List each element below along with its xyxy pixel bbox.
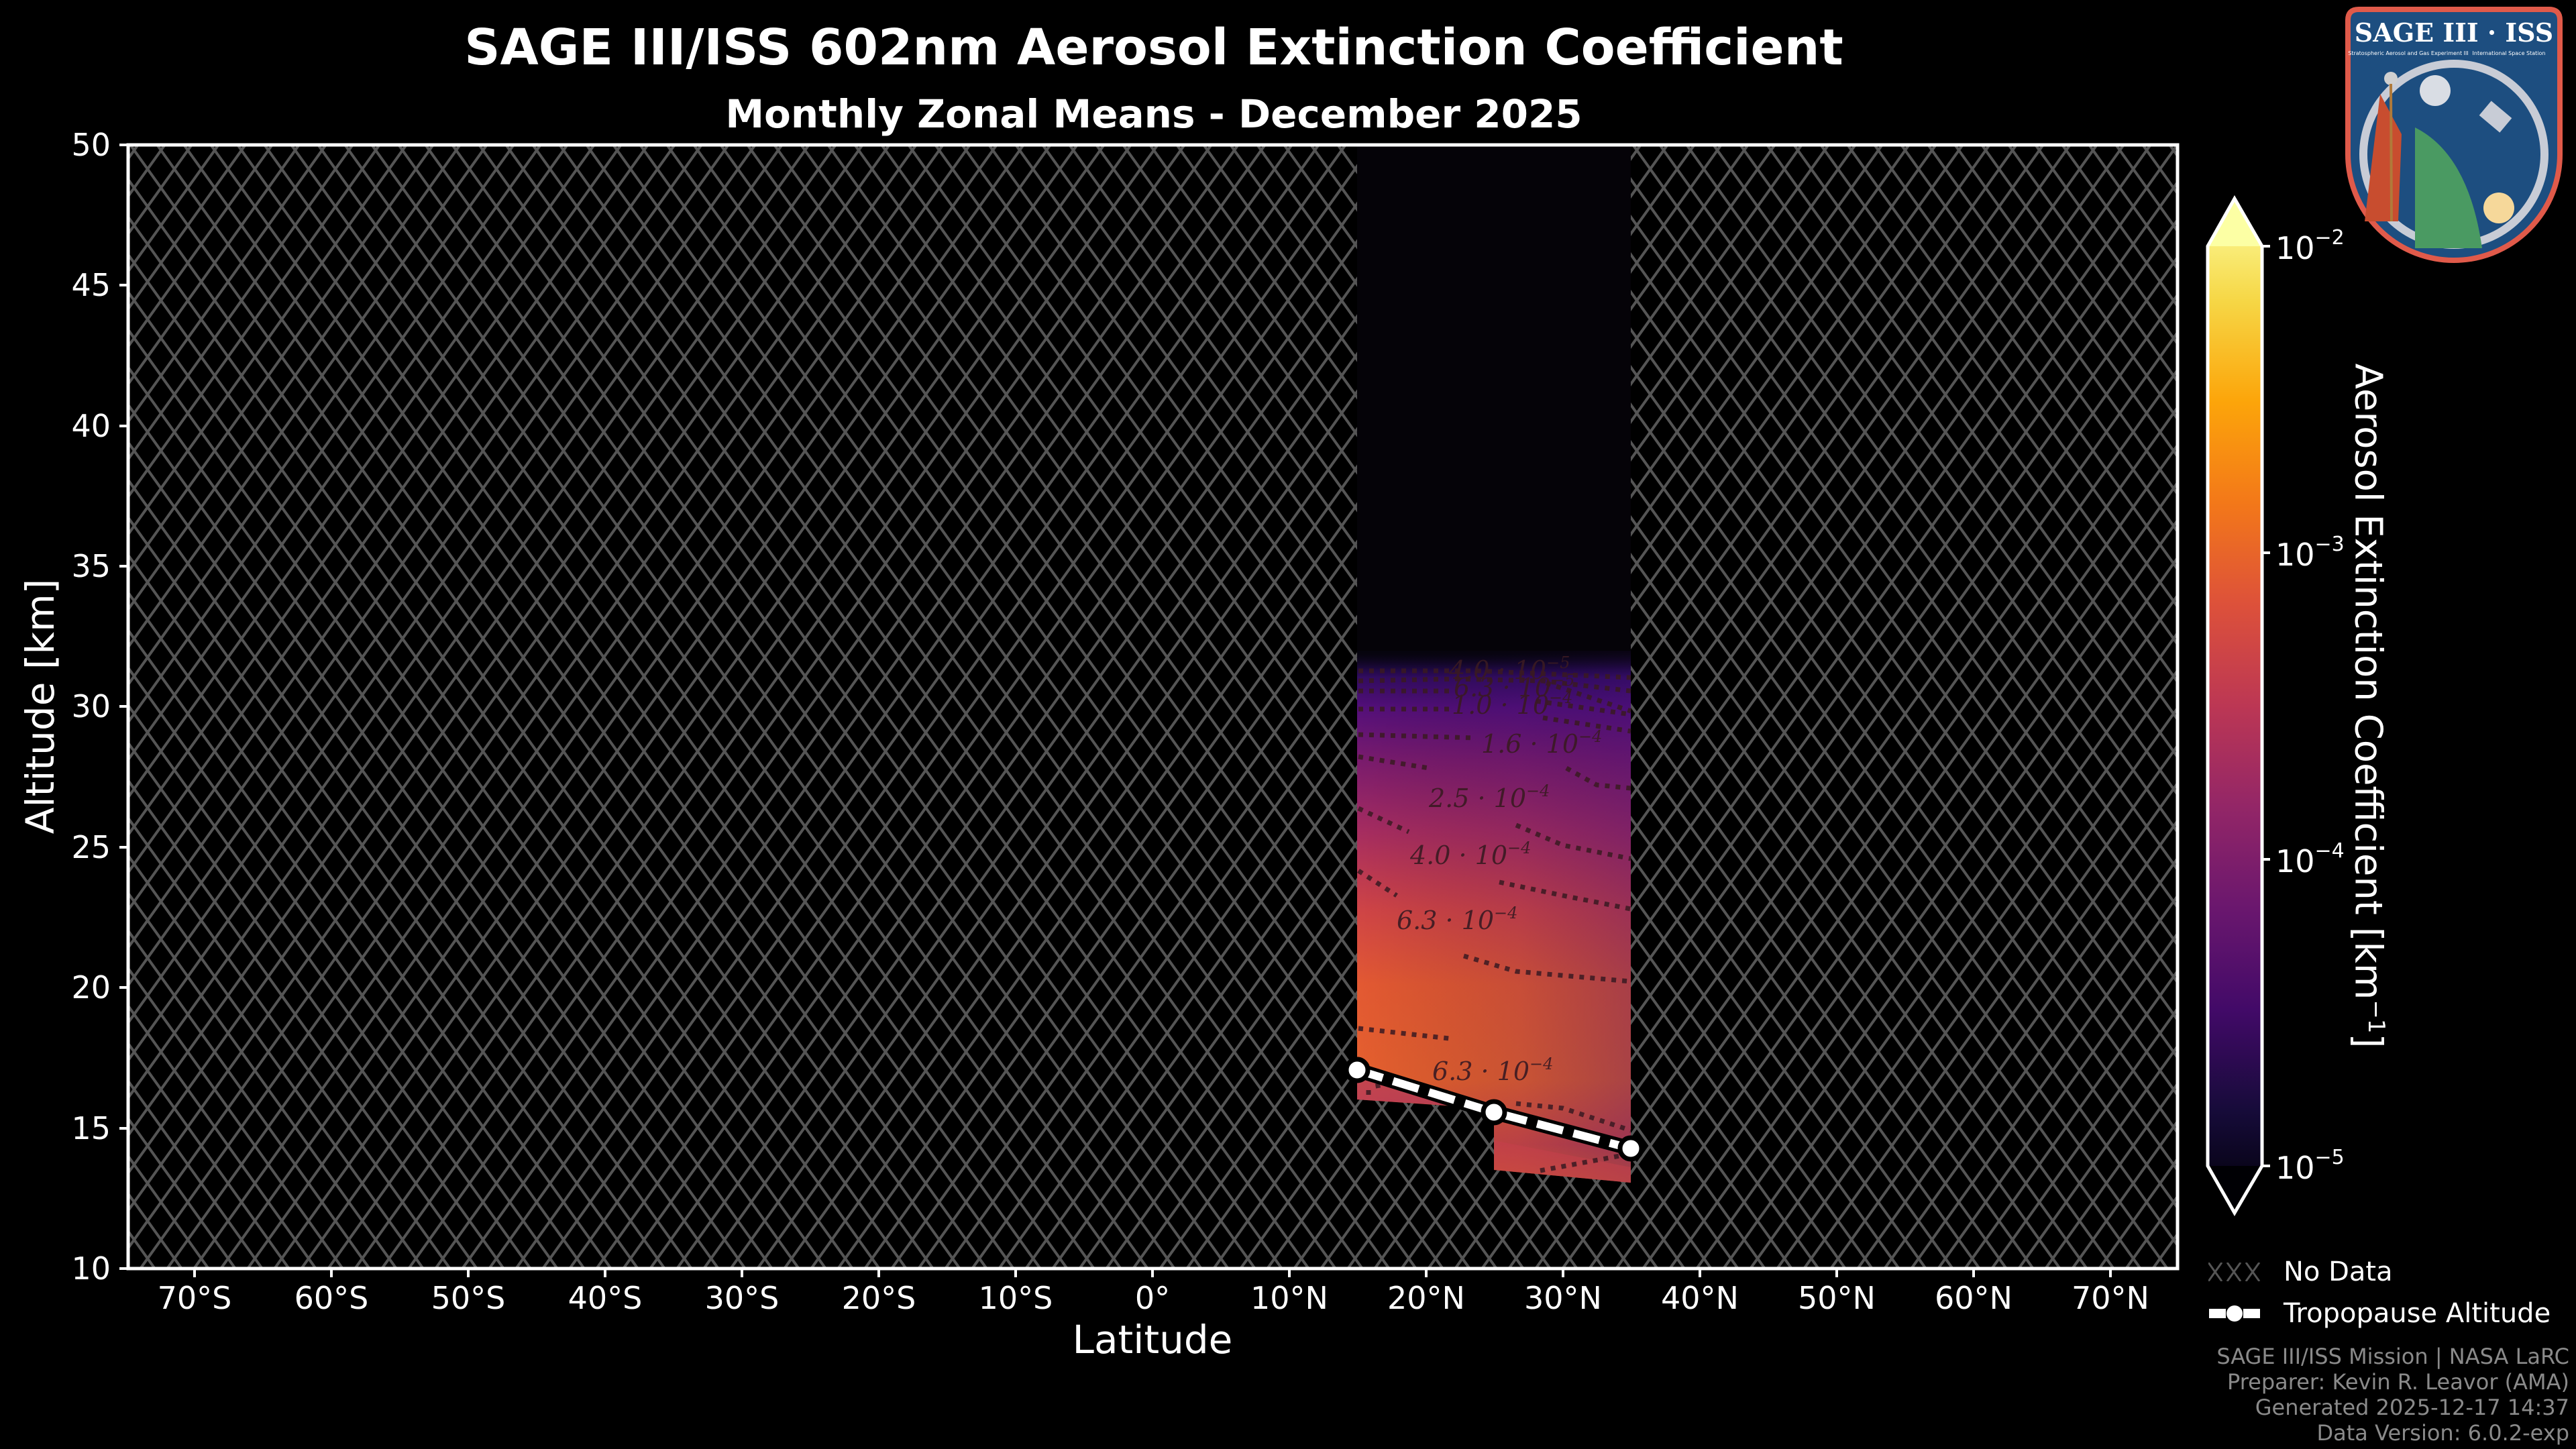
- x-tick-label: 40°N: [1661, 1280, 1739, 1316]
- chart-title: SAGE III/ISS 602nm Aerosol Extinction Co…: [464, 19, 1843, 76]
- x-tick-label: 20°S: [841, 1280, 916, 1316]
- legend-tropopause-swatch: [2209, 1305, 2260, 1322]
- x-tick-label: 0°: [1134, 1280, 1171, 1316]
- x-tick-label: 30°N: [1524, 1280, 1602, 1316]
- footer-version: Data Version: 6.0.2-exp: [2316, 1420, 2569, 1446]
- tropopause-marker: [1617, 1135, 1644, 1162]
- y-tick-label: 50: [71, 127, 111, 163]
- extinction-field: [1357, 644, 1631, 1183]
- y-axis-ticks: [119, 144, 128, 1270]
- chart-subtitle: Monthly Zonal Means - December 2025: [725, 91, 1582, 137]
- data-column-upper: [1357, 145, 1631, 661]
- x-tick-label: 40°S: [568, 1280, 643, 1316]
- x-tick-label: 60°S: [294, 1280, 369, 1316]
- x-tick-label: 70°S: [157, 1280, 232, 1316]
- x-tick-label: 50°N: [1798, 1280, 1876, 1316]
- x-tick-label: 70°N: [2072, 1280, 2149, 1316]
- colorbar-label: Aerosol Extinction Coefficient [km−1]: [2346, 363, 2390, 1049]
- svg-text:International Space Station: International Space Station: [2473, 50, 2546, 56]
- y-tick-label: 10: [71, 1250, 111, 1287]
- colorbar-tick-label: 10−5: [2275, 1146, 2345, 1186]
- contour-labels: 4.0 · 10−5 6.3 · 10−5 1.0 · 10−4 1.6 · 1…: [1397, 653, 1602, 1086]
- x-tick-label: 50°S: [431, 1280, 506, 1316]
- footer-credits: SAGE III/ISS Mission | NASA LaRC Prepare…: [2216, 1344, 2569, 1446]
- legend-label: No Data: [2284, 1256, 2393, 1287]
- contour-lines: [1357, 668, 1632, 1173]
- tropopause-marker: [1481, 1099, 1507, 1126]
- y-tick-label: 20: [71, 969, 111, 1006]
- plot-area: 4.0 · 10−5 6.3 · 10−5 1.0 · 10−4 1.6 · 1…: [126, 143, 2180, 1271]
- colorbar-tick-label: 10−3: [2275, 533, 2345, 573]
- sage-iss-logo: SAGE III · ISS Stratospheric Aerosol and…: [2345, 7, 2563, 263]
- x-tick-label: 60°N: [1935, 1280, 2012, 1316]
- tropopause-line: [1344, 1057, 1644, 1162]
- y-tick-label: 30: [71, 688, 111, 724]
- svg-text:SAGE III · ISS: SAGE III · ISS: [2355, 17, 2553, 48]
- colorbar-ticks: [2262, 245, 2270, 1167]
- x-axis-ticks: [193, 1269, 2112, 1277]
- x-tick-label: 20°N: [1387, 1280, 1465, 1316]
- legend-label: Tropopause Altitude: [2284, 1298, 2551, 1329]
- footer-mission: SAGE III/ISS Mission | NASA LaRC: [2216, 1344, 2569, 1369]
- y-tick-label: 40: [71, 408, 111, 444]
- x-tick-label: 10°N: [1250, 1280, 1328, 1316]
- no-data-hatch: [128, 145, 2178, 1269]
- footer-preparer: Preparer: Kevin R. Leavor (AMA): [2226, 1369, 2569, 1395]
- colorbar-tick-label: 10−2: [2275, 226, 2345, 266]
- y-tick-label: 45: [71, 267, 111, 303]
- legend-no-data-swatch: [2208, 1263, 2261, 1281]
- y-axis-label: Altitude [km]: [17, 578, 63, 835]
- y-tick-label: 25: [71, 829, 111, 865]
- y-tick-label: 35: [71, 548, 111, 584]
- x-axis-label: Latitude: [1072, 1317, 1233, 1362]
- x-tick-label: 30°S: [704, 1280, 780, 1316]
- x-tick-label: 10°S: [978, 1280, 1053, 1316]
- colorbar: [2206, 195, 2270, 1216]
- y-tick-label: 15: [71, 1110, 111, 1146]
- contour-label: 6.3 · 10−4: [1432, 1055, 1553, 1086]
- colorbar-tick-label: 10−4: [2275, 839, 2345, 879]
- footer-generated: Generated 2025-12-17 14:37: [2255, 1395, 2569, 1420]
- svg-text:Stratospheric Aerosol and Gas: Stratospheric Aerosol and Gas Experiment…: [2348, 50, 2468, 56]
- tropopause-marker: [1344, 1057, 1371, 1083]
